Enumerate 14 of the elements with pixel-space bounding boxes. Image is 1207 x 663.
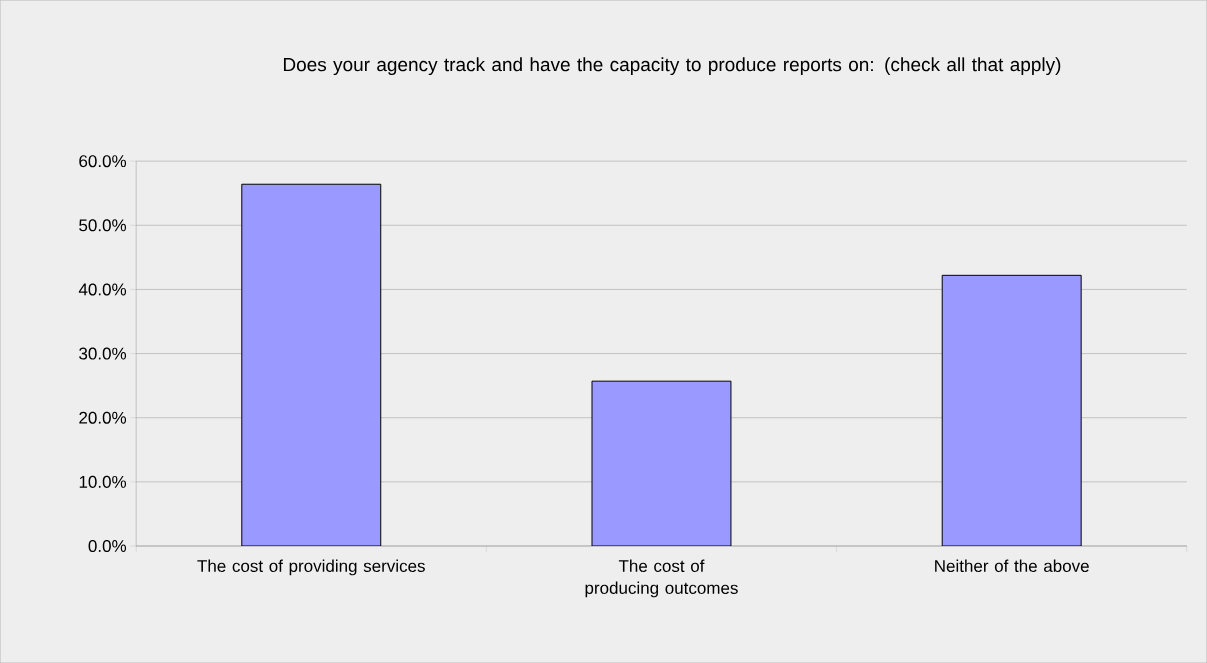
- x-tick-label: The cost of providing services: [197, 559, 425, 576]
- bar: [591, 380, 732, 546]
- bar: [941, 274, 1082, 546]
- y-tick-label: 30.0%: [79, 347, 127, 360]
- y-tick-label: 60.0%: [79, 155, 127, 168]
- bar: [241, 183, 382, 546]
- y-tick-label: 20.0%: [79, 411, 127, 424]
- y-tick-label: 40.0%: [78, 283, 127, 296]
- x-tick-label: The cost of producing outcomes: [585, 559, 738, 598]
- y-tick-label: 0.0%: [88, 539, 127, 552]
- chart-title: Does your agency track and have the capacity to produce reports on: (check all that apply): [283, 57, 1061, 75]
- x-tick-label: Neither of the above: [935, 559, 1089, 572]
- y-tick-label: 50.0%: [79, 219, 127, 232]
- y-tick-label: 10.0%: [79, 475, 127, 488]
